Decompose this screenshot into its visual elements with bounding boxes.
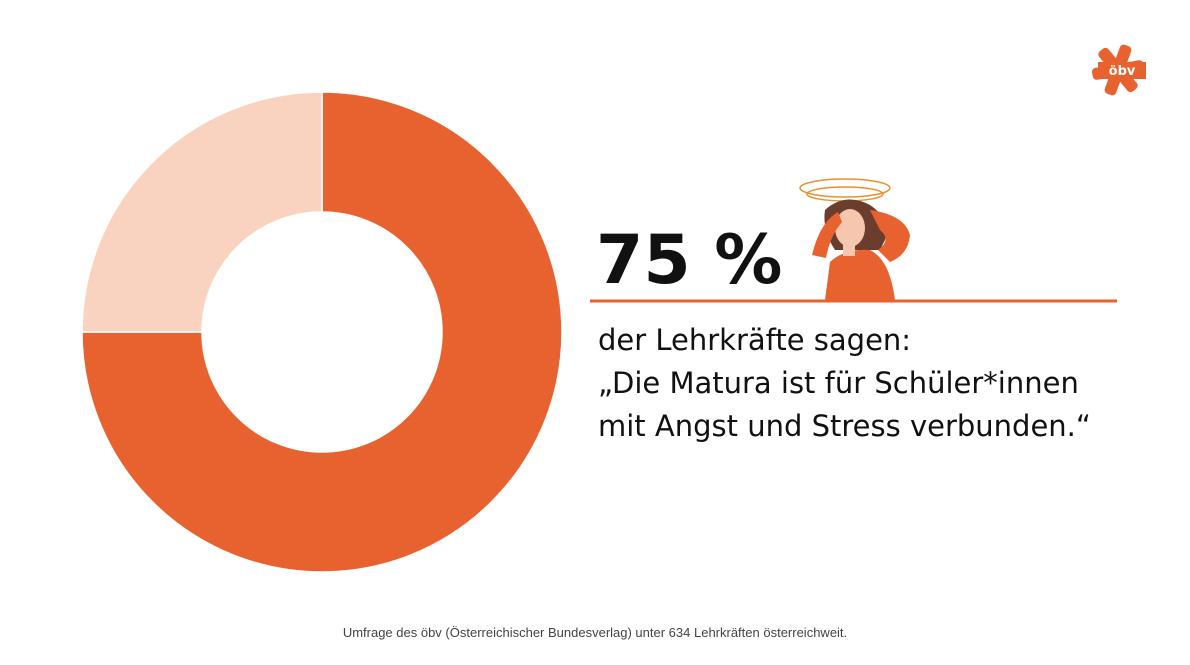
donut-segment bbox=[81, 91, 563, 573]
source-note: Umfrage des öbv (Österreichischer Bundes… bbox=[343, 625, 847, 640]
illustration bbox=[799, 178, 910, 300]
logo: öbv bbox=[1091, 44, 1146, 96]
statement-line: mit Angst und Stress verbunden.“ bbox=[598, 409, 1091, 443]
donut-segment bbox=[81, 91, 323, 333]
statement-line: der Lehrkräfte sagen: bbox=[598, 323, 911, 357]
logo-text: öbv bbox=[1109, 64, 1136, 79]
highlight-value: 75 % bbox=[596, 221, 782, 300]
statement-line: „Die Matura ist für Schüler*innen bbox=[598, 366, 1079, 400]
